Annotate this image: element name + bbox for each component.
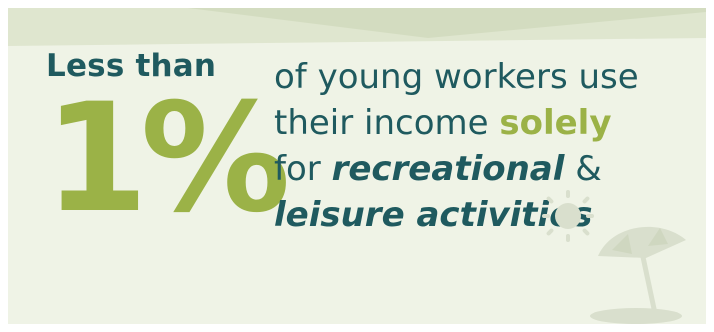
- sun-icon: [542, 190, 594, 242]
- statement-line-2: their income solely: [274, 100, 639, 146]
- statement-line-3-suffix: &: [564, 149, 602, 189]
- statement-line-3: for recreational &: [274, 146, 639, 192]
- stat-value: 1%: [44, 72, 291, 246]
- solely-accent: solely: [499, 103, 612, 143]
- stat-lede: Less than: [46, 48, 217, 84]
- recreational-emphasis: recreational: [331, 149, 565, 189]
- leisure-activities-emphasis: leisure activities: [274, 195, 593, 235]
- beach-illustration: [542, 190, 686, 324]
- infographic-card: Less than 1% of young workers use their …: [8, 8, 706, 324]
- statement-line-2-prefix: their income: [274, 103, 500, 143]
- stat-statement: of young workers use their income solely…: [274, 54, 639, 238]
- statement-line-1: of young workers use: [274, 57, 639, 97]
- statement-line-3-prefix: for: [274, 149, 332, 189]
- top-band: [8, 8, 706, 46]
- beach-umbrella-icon: [590, 226, 686, 324]
